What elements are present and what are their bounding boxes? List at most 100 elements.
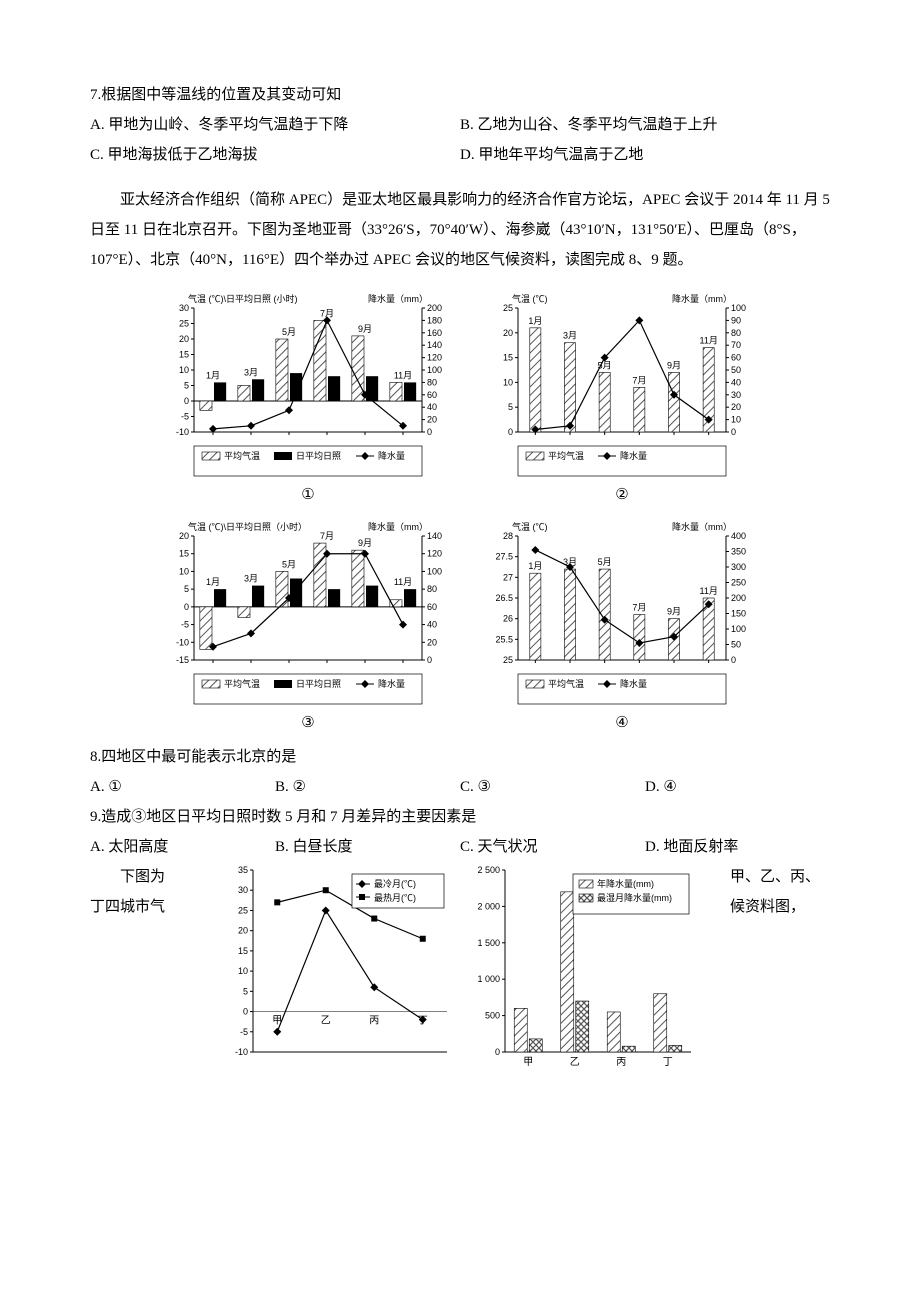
flow-left-2: 丁四城市气 — [90, 892, 190, 922]
svg-text:30: 30 — [731, 390, 741, 400]
svg-text:10: 10 — [179, 365, 189, 375]
svg-text:250: 250 — [731, 578, 746, 588]
svg-text:27.5: 27.5 — [495, 552, 513, 562]
flow-right: 甲、乙、丙、 候资料图， — [730, 862, 830, 922]
svg-text:90: 90 — [731, 315, 741, 325]
svg-text:乙: 乙 — [570, 1056, 580, 1068]
q8-opt-a: A. ① — [90, 772, 275, 802]
svg-text:26.5: 26.5 — [495, 593, 513, 603]
chart-1-label: ① — [301, 480, 314, 510]
svg-text:100: 100 — [427, 365, 442, 375]
svg-text:9月: 9月 — [667, 607, 681, 617]
flow-passage: 下图为 丁四城市气 -10-505101520253035甲乙丙丁最冷月(℃)最… — [90, 862, 830, 1072]
svg-text:5: 5 — [243, 986, 248, 996]
svg-text:降水量（mm）: 降水量（mm） — [672, 293, 732, 304]
svg-text:1月: 1月 — [206, 577, 220, 587]
svg-text:丙: 丙 — [616, 1057, 626, 1068]
flow-left: 下图为 丁四城市气 — [90, 862, 190, 922]
svg-text:150: 150 — [731, 609, 746, 619]
svg-text:降水量: 降水量 — [378, 450, 405, 461]
svg-text:0: 0 — [495, 1047, 500, 1057]
svg-text:25.5: 25.5 — [495, 634, 513, 644]
q9-num: 9. — [90, 802, 101, 832]
svg-text:27: 27 — [503, 572, 513, 582]
svg-text:11月: 11月 — [699, 586, 717, 596]
svg-text:0: 0 — [184, 396, 189, 406]
svg-text:80: 80 — [427, 377, 437, 387]
svg-text:9月: 9月 — [358, 538, 372, 548]
svg-text:11月: 11月 — [394, 577, 412, 587]
chart-4-label: ④ — [615, 708, 628, 738]
q7-num: 7. — [90, 80, 101, 110]
svg-text:平均气温: 平均气温 — [548, 450, 584, 461]
svg-text:降水量: 降水量 — [620, 450, 647, 461]
svg-text:26: 26 — [503, 614, 513, 624]
svg-text:100: 100 — [731, 624, 746, 634]
q7-opt-a: A. 甲地为山岭、冬季平均气温趋于下降 — [90, 110, 460, 140]
svg-text:乙: 乙 — [321, 1015, 331, 1027]
chart-1: 气温 (℃)\日平均日照 (小时)降水量（mm）-10-505101520253… — [158, 290, 458, 510]
svg-text:0: 0 — [427, 655, 432, 665]
svg-text:15: 15 — [179, 350, 189, 360]
svg-text:100: 100 — [731, 303, 746, 313]
svg-text:5月: 5月 — [282, 559, 296, 569]
svg-text:5月: 5月 — [598, 360, 612, 370]
svg-text:25: 25 — [238, 905, 248, 915]
svg-text:180: 180 — [427, 315, 442, 325]
chart-2: 气温 (℃)降水量（mm）051015202501020304050607080… — [482, 290, 762, 510]
svg-text:气温 (℃)\日平均日照（小时）: 气温 (℃)\日平均日照（小时） — [188, 521, 307, 532]
svg-text:15: 15 — [238, 946, 248, 956]
svg-text:降水量: 降水量 — [620, 678, 647, 689]
svg-text:9月: 9月 — [667, 360, 681, 370]
q8-opt-d: D. ④ — [645, 772, 830, 802]
svg-text:50: 50 — [731, 365, 741, 375]
svg-text:11月: 11月 — [394, 370, 412, 380]
svg-text:20: 20 — [238, 926, 248, 936]
flow-right-2: 候资料图， — [730, 892, 830, 922]
svg-text:30: 30 — [238, 885, 248, 895]
svg-text:5月: 5月 — [598, 557, 612, 567]
q9: 9. 造成③地区日平均日照时数 5 月和 7 月差异的主要因素是 — [90, 802, 830, 832]
svg-text:最热月(℃): 最热月(℃) — [374, 892, 416, 903]
q8: 8. 四地区中最可能表示北京的是 — [90, 742, 830, 772]
svg-text:7月: 7月 — [632, 375, 646, 385]
svg-text:气温 (℃): 气温 (℃) — [512, 521, 548, 532]
q9-opt-b: B. 白昼长度 — [275, 832, 460, 862]
q8-options: A. ① B. ② C. ③ D. ④ — [90, 772, 830, 802]
charts-row-1: 气温 (℃)\日平均日照 (小时)降水量（mm）-10-505101520253… — [90, 290, 830, 510]
svg-text:甲: 甲 — [272, 1016, 282, 1027]
svg-text:10: 10 — [731, 415, 741, 425]
svg-text:15: 15 — [503, 353, 513, 363]
q9-text: 造成③地区日平均日照时数 5 月和 7 月差异的主要因素是 — [101, 802, 830, 832]
svg-text:1月: 1月 — [206, 370, 220, 380]
q7-text: 根据图中等温线的位置及其变动可知 — [101, 80, 830, 110]
svg-text:25: 25 — [503, 303, 513, 313]
svg-text:20: 20 — [427, 637, 437, 647]
svg-text:20: 20 — [731, 402, 741, 412]
q8-num: 8. — [90, 742, 101, 772]
q8-opt-c: C. ③ — [460, 772, 645, 802]
q9-opt-d: D. 地面反射率 — [645, 832, 830, 862]
charts-row-2: 气温 (℃)\日平均日照（小时）降水量（mm）-15-10-5051015200… — [90, 518, 830, 738]
flow-left-1: 下图为 — [90, 862, 190, 892]
svg-text:120: 120 — [427, 549, 442, 559]
q8-text: 四地区中最可能表示北京的是 — [101, 742, 830, 772]
flow-right-1: 甲、乙、丙、 — [730, 862, 830, 892]
svg-text:120: 120 — [427, 353, 442, 363]
svg-text:20: 20 — [179, 334, 189, 344]
svg-text:降水量（mm）: 降水量（mm） — [368, 521, 428, 532]
svg-text:-5: -5 — [181, 412, 189, 422]
svg-text:10: 10 — [503, 377, 513, 387]
svg-text:10: 10 — [179, 566, 189, 576]
svg-text:0: 0 — [427, 427, 432, 437]
svg-text:5月: 5月 — [282, 327, 296, 337]
svg-text:1 500: 1 500 — [477, 938, 500, 948]
svg-text:500: 500 — [485, 1011, 500, 1021]
svg-text:-5: -5 — [181, 620, 189, 630]
q9-opt-c: C. 天气状况 — [460, 832, 645, 862]
svg-text:-10: -10 — [176, 637, 189, 647]
svg-text:1月: 1月 — [528, 561, 542, 571]
svg-text:1 000: 1 000 — [477, 974, 500, 984]
svg-text:40: 40 — [427, 620, 437, 630]
svg-text:3月: 3月 — [244, 574, 258, 584]
